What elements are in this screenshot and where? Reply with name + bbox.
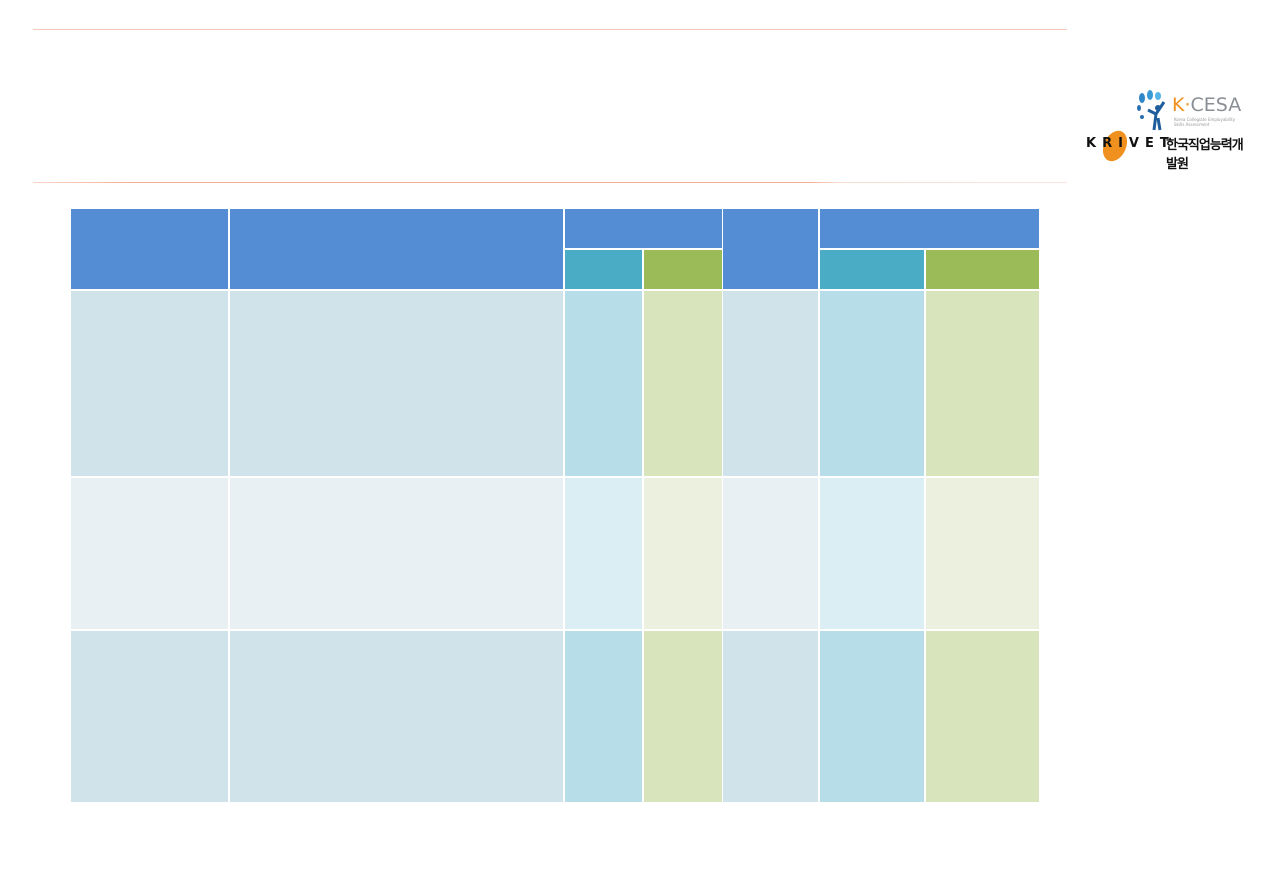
table-cell (926, 478, 1039, 629)
table-cell (71, 631, 228, 802)
top-divider-line (33, 29, 1067, 30)
table-cell (644, 291, 722, 476)
table-cell (565, 478, 642, 629)
table-cell (71, 478, 228, 629)
table-cell (820, 631, 924, 802)
krivet-korean-name: 한국직업능력개발원 (1166, 138, 1244, 172)
title-underline (33, 182, 1067, 183)
table-cell (723, 291, 818, 476)
header-cell-group1 (565, 209, 722, 248)
header-subcell-group1-a (565, 250, 642, 289)
table-cell (644, 631, 722, 802)
kcesa-figures-icon (1137, 90, 1166, 131)
krivet-wordmark: KRIVET (1086, 136, 1175, 151)
header-cell-group2 (820, 209, 1039, 248)
table-cell (723, 478, 818, 629)
table-cell (230, 631, 563, 802)
kcesa-subtitle: Korea Collegiate Employability Skills As… (1174, 117, 1236, 127)
header-cell-col2 (230, 209, 563, 289)
table-cell (71, 291, 228, 476)
table-cell (230, 291, 563, 476)
header-cell-col5 (723, 209, 818, 289)
table-cell (820, 291, 924, 476)
table-cell (565, 631, 642, 802)
table-cell (723, 631, 818, 802)
table-cell (926, 291, 1039, 476)
table-cell (644, 478, 722, 629)
header-cell-col1 (71, 209, 228, 289)
table-cell (230, 478, 563, 629)
header-subcell-group2-b (926, 250, 1039, 289)
kcesa-wordmark: K·CESA (1172, 94, 1242, 116)
table-cell (926, 631, 1039, 802)
logo: K·CESA Korea Collegiate Employability Sk… (1084, 90, 1249, 172)
table-cell (820, 478, 924, 629)
table-cell (565, 291, 642, 476)
header-subcell-group1-b (644, 250, 722, 289)
header-subcell-group2-a (820, 250, 924, 289)
